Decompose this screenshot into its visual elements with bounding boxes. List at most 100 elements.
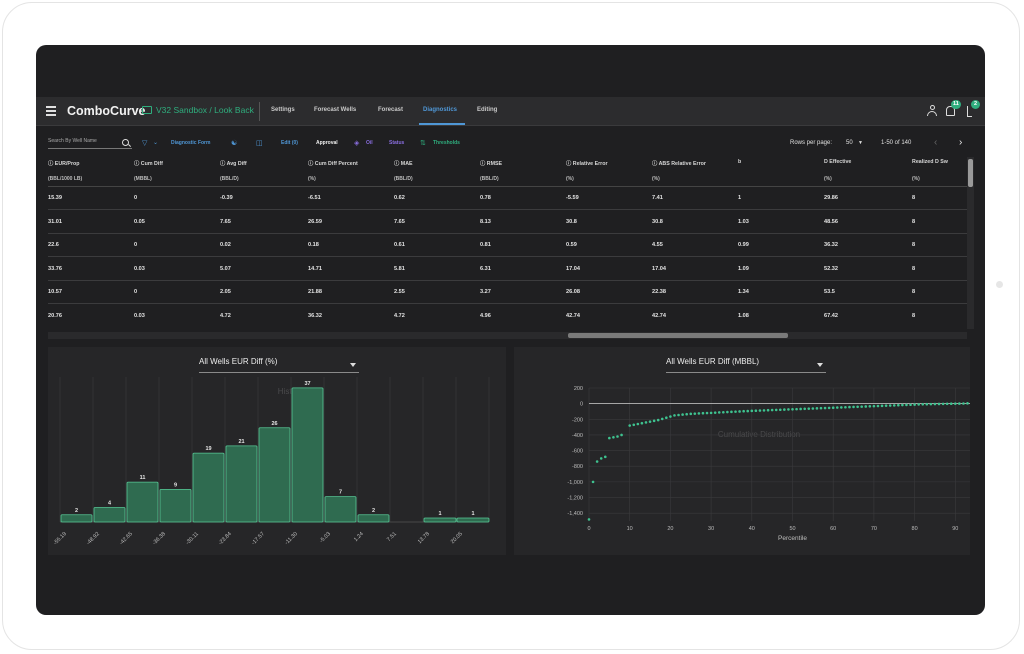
- table-cell[interactable]: 8: [912, 289, 916, 295]
- table-cell[interactable]: 17.04: [566, 265, 580, 272]
- table-cell[interactable]: 31.01: [48, 218, 62, 225]
- table-cell[interactable]: -6.51: [308, 195, 321, 201]
- table-cell[interactable]: 8: [912, 265, 916, 272]
- table-cell[interactable]: 26.08: [566, 289, 580, 295]
- edit-button[interactable]: Edit (0): [281, 140, 298, 146]
- table-cell[interactable]: 7.65: [394, 218, 405, 225]
- chevron-down-icon[interactable]: ⌄: [153, 140, 159, 146]
- scroll-thumb[interactable]: [968, 159, 973, 187]
- table-cell[interactable]: 7.65: [220, 218, 231, 225]
- table-cell[interactable]: 0.18: [308, 242, 319, 248]
- table-cell[interactable]: 17.04: [652, 265, 666, 272]
- diagnostic-form-button[interactable]: Diagnostic Form: [171, 140, 211, 146]
- table-cell[interactable]: -5.59: [566, 195, 579, 201]
- table-cell[interactable]: 3.27: [480, 289, 491, 295]
- tasks-icon[interactable]: [967, 106, 972, 117]
- table-cell[interactable]: 26.59: [308, 218, 322, 225]
- table-cell[interactable]: -0.39: [220, 195, 233, 201]
- network-icon[interactable]: ☯: [231, 140, 238, 147]
- column-header[interactable]: b: [738, 159, 741, 165]
- table-cell[interactable]: 67.42: [824, 312, 838, 319]
- tab-forecast[interactable]: Forecast: [378, 107, 404, 113]
- menu-icon[interactable]: [46, 106, 56, 116]
- table-row[interactable]: 33.76 0.03 5.07 14.71 5.81 6.31 17.04 17.04 1.09…: [48, 258, 969, 281]
- search-icon[interactable]: [122, 139, 129, 146]
- table-cell[interactable]: 20.76: [48, 312, 62, 319]
- tab-diagnostics[interactable]: Diagnostics: [423, 107, 458, 113]
- table-cell[interactable]: 22.38: [652, 289, 666, 295]
- table-cell[interactable]: 0: [134, 195, 138, 201]
- tab-settings[interactable]: Settings: [271, 107, 295, 113]
- table-cell[interactable]: 7.41: [652, 195, 663, 201]
- chevron-down-icon[interactable]: ▼: [858, 140, 863, 146]
- table-row[interactable]: 20.76 0.03 4.72 36.32 4.72 4.96 42.74 42.74 1.08…: [48, 305, 969, 327]
- table-cell[interactable]: 1.08: [738, 312, 749, 319]
- table-cell[interactable]: 8: [912, 242, 916, 248]
- table-row[interactable]: 22.6 0 0.02 0.18 0.61 0.81 0.59 4.55 0.99 36.32 8: [48, 234, 969, 257]
- brand-logo[interactable]: ComboCurve: [67, 104, 146, 118]
- sort-icon[interactable]: ⇅: [420, 140, 426, 147]
- oil-phase-button[interactable]: Oil: [366, 140, 373, 146]
- table-cell[interactable]: 30.8: [566, 218, 577, 225]
- filter-icon[interactable]: ▽: [142, 140, 148, 147]
- table-cell[interactable]: 0.05: [134, 218, 145, 225]
- table-cell[interactable]: 1: [738, 195, 742, 201]
- table-cell[interactable]: 52.32: [824, 265, 838, 272]
- table-cell[interactable]: 0.03: [134, 312, 145, 319]
- table-cell[interactable]: 8: [912, 195, 916, 201]
- table-cell[interactable]: 42.74: [566, 312, 580, 319]
- search-input[interactable]: Search By Well Name: [48, 138, 132, 149]
- table-cell[interactable]: 53.5: [824, 289, 835, 295]
- table-cell[interactable]: 0.59: [566, 242, 577, 248]
- table-cell[interactable]: 4.72: [220, 312, 231, 319]
- rows-per-page-select[interactable]: 50: [846, 140, 853, 146]
- distribution-series-select[interactable]: All Wells EUR Diff (MBBL): [666, 357, 826, 373]
- table-cell[interactable]: 22.6: [48, 242, 59, 248]
- table-cell[interactable]: 8: [912, 218, 916, 225]
- table-row[interactable]: 31.01 0.05 7.65 26.59 7.65 8.13 30.8 30.8 1.03 48…: [48, 211, 969, 234]
- table-cell[interactable]: 0.62: [394, 195, 405, 201]
- column-header[interactable]: ⓘ Avg Diff: [220, 159, 247, 167]
- table-cell[interactable]: 33.76: [48, 265, 62, 272]
- oil-drop-icon[interactable]: ◈: [354, 140, 360, 147]
- thresholds-button[interactable]: Thresholds: [433, 140, 460, 146]
- tab-editing[interactable]: Editing: [477, 107, 498, 113]
- table-cell[interactable]: 29.86: [824, 195, 838, 201]
- next-page-icon[interactable]: ›: [959, 137, 963, 148]
- table-cell[interactable]: 48.56: [824, 218, 838, 225]
- table-cell[interactable]: 8.13: [480, 218, 491, 225]
- table-cell[interactable]: 2.05: [220, 289, 231, 295]
- column-header[interactable]: ⓘ Cum Diff Percent: [308, 159, 358, 167]
- table-cell[interactable]: 0.81: [480, 242, 491, 248]
- table-cell[interactable]: 5.81: [394, 265, 405, 272]
- approval-button[interactable]: Approval: [316, 140, 338, 146]
- table-cell[interactable]: 36.32: [824, 242, 838, 248]
- status-button[interactable]: Status: [389, 140, 405, 146]
- table-cell[interactable]: 4.55: [652, 242, 663, 248]
- column-header[interactable]: ⓘ MAE: [394, 159, 413, 167]
- bell-icon[interactable]: [946, 106, 955, 116]
- column-header[interactable]: Realized D Sw: [912, 159, 948, 165]
- table-cell[interactable]: 2.55: [394, 289, 405, 295]
- user-icon[interactable]: [927, 105, 937, 117]
- table-cell[interactable]: 0.61: [394, 242, 405, 248]
- columns-icon[interactable]: ◫: [256, 140, 263, 147]
- table-cell[interactable]: 0: [134, 242, 138, 248]
- table-cell[interactable]: 15.39: [48, 195, 62, 201]
- column-header[interactable]: ⓘ RMSE: [480, 159, 502, 167]
- column-header[interactable]: ⓘ Relative Error: [566, 159, 608, 167]
- table-cell[interactable]: 10.57: [48, 289, 62, 295]
- histogram-series-select[interactable]: All Wells EUR Diff (%): [199, 357, 359, 373]
- scroll-thumb[interactable]: [568, 333, 788, 338]
- tab-forecast-wells[interactable]: Forecast Wells: [314, 107, 357, 113]
- table-cell[interactable]: 30.8: [652, 218, 663, 225]
- table-row[interactable]: 10.57 0 2.05 21.88 2.55 3.27 26.08 22.38 1.34 53.…: [48, 281, 969, 304]
- table-cell[interactable]: 0.78: [480, 195, 491, 201]
- prev-page-icon[interactable]: ‹: [934, 137, 938, 148]
- table-cell[interactable]: 1.03: [738, 218, 749, 225]
- table-cell[interactable]: 1.09: [738, 265, 749, 272]
- table-row[interactable]: 15.39 0 -0.39 -6.51 0.62 0.78 -5.59 7.41 1 29.86 8: [48, 187, 969, 210]
- project-breadcrumb[interactable]: V32 Sandbox / Look Back: [156, 105, 254, 115]
- column-header[interactable]: D Effective: [824, 159, 851, 165]
- column-header[interactable]: ⓘ EUR/Prop: [48, 159, 80, 167]
